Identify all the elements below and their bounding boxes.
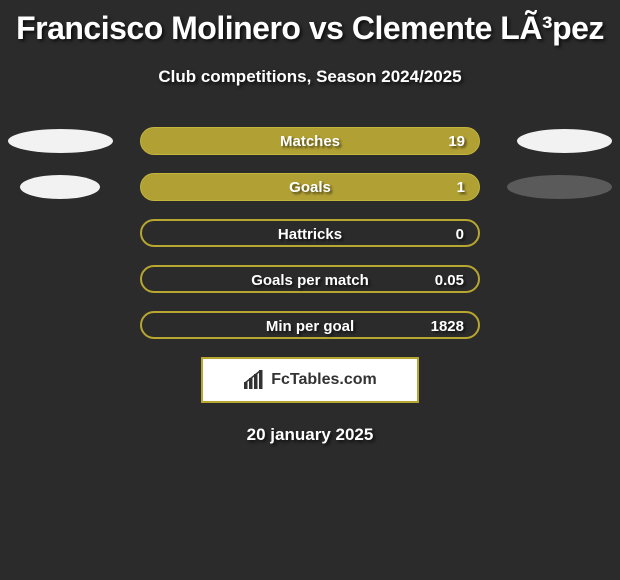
stat-value: 1828 — [431, 313, 464, 337]
stat-label: Min per goal — [142, 313, 478, 337]
right-ellipse — [517, 129, 612, 153]
stat-row: Hattricks0 — [0, 219, 620, 247]
stat-bar: Min per goal1828 — [140, 311, 480, 339]
right-ellipse — [507, 175, 612, 199]
stat-value: 0 — [456, 221, 464, 245]
stat-label: Goals per match — [142, 267, 478, 291]
stat-bar: Matches19 — [140, 127, 480, 155]
page-root: Francisco Molinero vs Clemente LÃ³pez Cl… — [0, 0, 620, 580]
page-title: Francisco Molinero vs Clemente LÃ³pez — [0, 0, 620, 47]
stat-bar: Goals1 — [140, 173, 480, 201]
stat-bar: Goals per match0.05 — [140, 265, 480, 293]
left-ellipse — [8, 129, 113, 153]
stat-row: Goals1 — [0, 173, 620, 201]
stat-bar: Hattricks0 — [140, 219, 480, 247]
stat-label: Goals — [141, 174, 479, 200]
stat-row: Matches19 — [0, 127, 620, 155]
stat-value: 0.05 — [435, 267, 464, 291]
stat-row: Goals per match0.05 — [0, 265, 620, 293]
bar-chart-icon — [243, 370, 265, 390]
page-subtitle: Club competitions, Season 2024/2025 — [0, 67, 620, 87]
date-label: 20 january 2025 — [0, 425, 620, 445]
brand-box: FcTables.com — [201, 357, 419, 403]
left-ellipse — [20, 175, 100, 199]
stat-row: Min per goal1828 — [0, 311, 620, 339]
stat-value: 19 — [448, 128, 465, 154]
stat-value: 1 — [457, 174, 465, 200]
stat-label: Hattricks — [142, 221, 478, 245]
brand-text: FcTables.com — [271, 371, 377, 389]
stat-label: Matches — [141, 128, 479, 154]
comparison-block: Matches19 Goals1 Hattricks0 Goals per match… — [0, 127, 620, 339]
